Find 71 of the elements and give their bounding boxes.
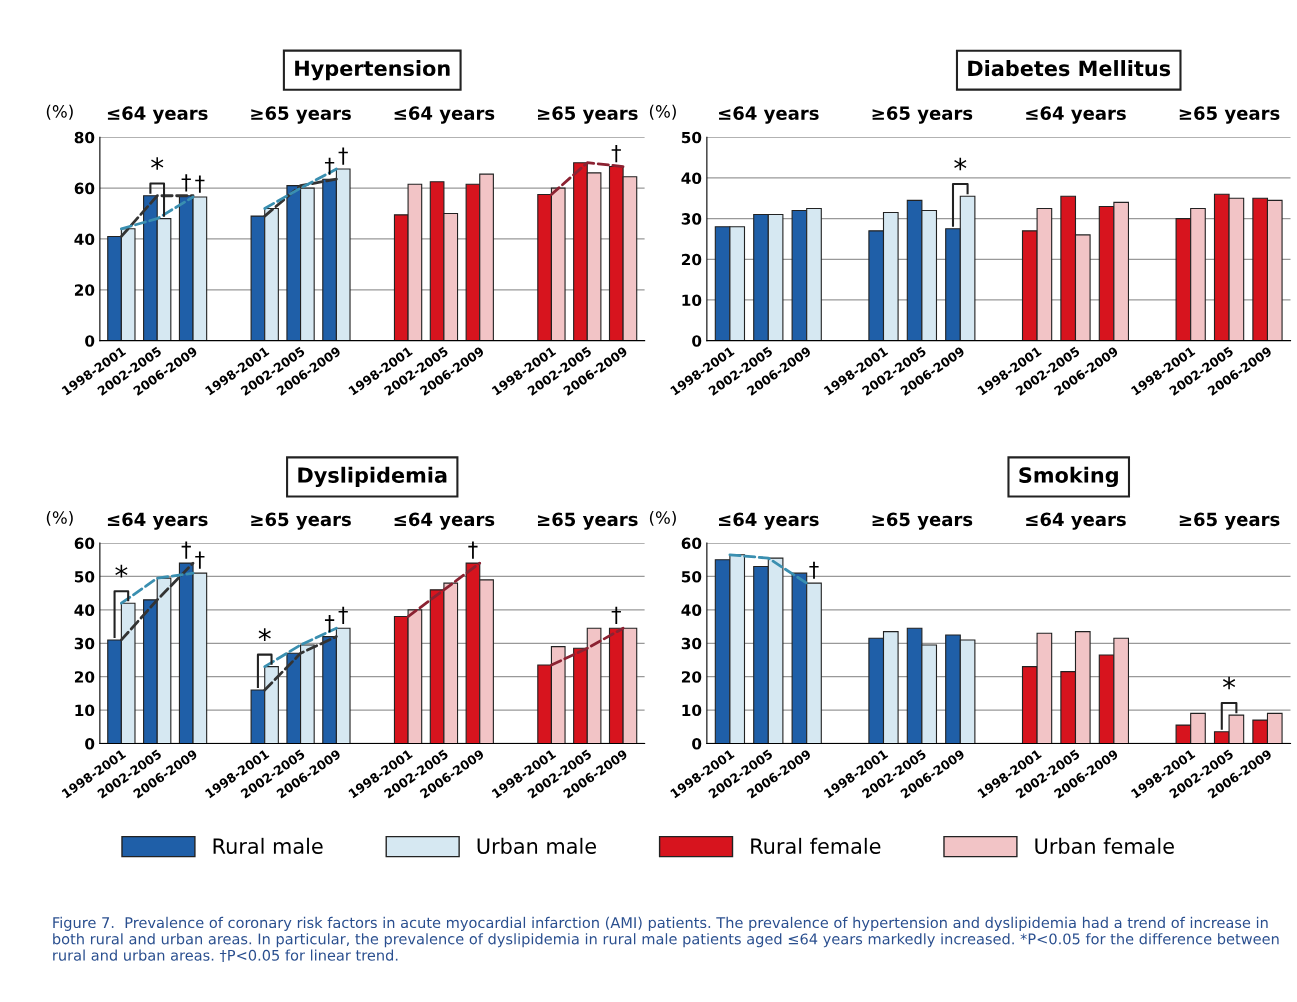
- text: ≥65 years: [537, 512, 638, 530]
- annotation: †: [468, 541, 478, 559]
- y-tick-label: 20: [74, 671, 95, 683]
- annotation: †: [338, 606, 348, 624]
- text: ≥65 years: [251, 106, 351, 124]
- caption: Figure 7. Prevalence of coronary risk factors in acute myocardial infarction (AMI) patients. The prevalence of hypertension and dyslipidemia had a trend of increase in both rural and urban areas. In particular, the prevalence of dyslipidemia in rural male patients aged ≤64 years markedly increased. *P<0.05 for the difference between rural and urban areas. †P<0.05 for linear trend.: [53, 916, 1279, 962]
- y-tick-label: 0: [692, 737, 702, 750]
- y-axis-title: (%): [649, 510, 676, 526]
- legend-label: Rural female: [751, 837, 881, 854]
- y-tick-label: 10: [682, 294, 702, 307]
- y-tick-label: 50: [74, 570, 95, 583]
- text: ≤64 years: [107, 512, 208, 530]
- annotation: †: [611, 144, 621, 163]
- y-axis-title: (%): [46, 510, 73, 526]
- y-tick-label: 10: [75, 704, 95, 717]
- y-tick-label: 20: [74, 284, 95, 296]
- y-tick-label: 0: [85, 737, 95, 750]
- chart-title: Hypertension: [295, 59, 450, 81]
- legend-label: Rural male: [213, 837, 323, 854]
- y-tick-label: 60: [681, 537, 702, 550]
- annotation: †: [195, 175, 205, 193]
- y-tick-label: 30: [681, 637, 702, 650]
- text: ≥65 years: [1179, 106, 1280, 124]
- text: ≤64 years: [719, 106, 819, 124]
- y-tick-label: 80: [74, 131, 95, 144]
- chart-title: Diabetes Mellitus: [968, 60, 1171, 77]
- y-tick-label: 40: [681, 172, 702, 184]
- y-tick-label: 0: [85, 335, 95, 347]
- y-axis-title: (%): [649, 104, 676, 120]
- y-tick-label: 0: [692, 335, 702, 347]
- y-tick-label: 20: [681, 671, 702, 683]
- text: ≤64 years: [107, 106, 208, 124]
- y-tick-label: 30: [74, 637, 95, 650]
- annotation: †: [181, 541, 191, 559]
- text: ≤64 years: [1026, 106, 1126, 124]
- annotation: †: [611, 606, 621, 624]
- y-tick-label: 20: [681, 253, 702, 266]
- annotation: †: [324, 615, 335, 633]
- text: ≥65 years: [1179, 512, 1280, 530]
- text: ≥65 years: [537, 106, 638, 124]
- chart-title: Smoking: [1019, 466, 1118, 488]
- y-axis-title: (%): [46, 104, 73, 120]
- y-tick-label: 10: [682, 704, 702, 717]
- annotation: *: [151, 157, 164, 170]
- y-tick-label: 50: [681, 131, 702, 144]
- annotation: †: [338, 147, 348, 165]
- annotation: *: [954, 157, 967, 171]
- text: ≥65 years: [872, 512, 973, 530]
- y-tick-label: 40: [74, 233, 95, 245]
- text: ≤64 years: [1026, 512, 1126, 530]
- annotation: *: [1222, 676, 1236, 690]
- legend-label: Urban male: [477, 837, 596, 854]
- annotation: *: [258, 628, 271, 641]
- y-tick-label: 30: [681, 213, 702, 225]
- text: ≥65 years: [872, 106, 973, 124]
- annotation: †: [324, 157, 335, 175]
- text: ≥65 years: [251, 512, 351, 530]
- y-tick-label: 40: [74, 604, 95, 616]
- legend-label: Urban female: [1035, 837, 1174, 854]
- annotation: *: [115, 564, 128, 578]
- y-tick-label: 60: [74, 182, 95, 195]
- annotation: †: [181, 174, 191, 192]
- text: ≤64 years: [394, 512, 495, 530]
- annotation: †: [195, 551, 205, 569]
- y-tick-label: 50: [681, 570, 702, 583]
- text: ≤64 years: [719, 512, 819, 530]
- text: ≤64 years: [394, 106, 495, 124]
- y-tick-label: 40: [681, 604, 702, 616]
- y-tick-label: 60: [74, 537, 95, 550]
- chart-title: Dyslipidemia: [298, 466, 447, 488]
- annotation: †: [809, 561, 819, 579]
